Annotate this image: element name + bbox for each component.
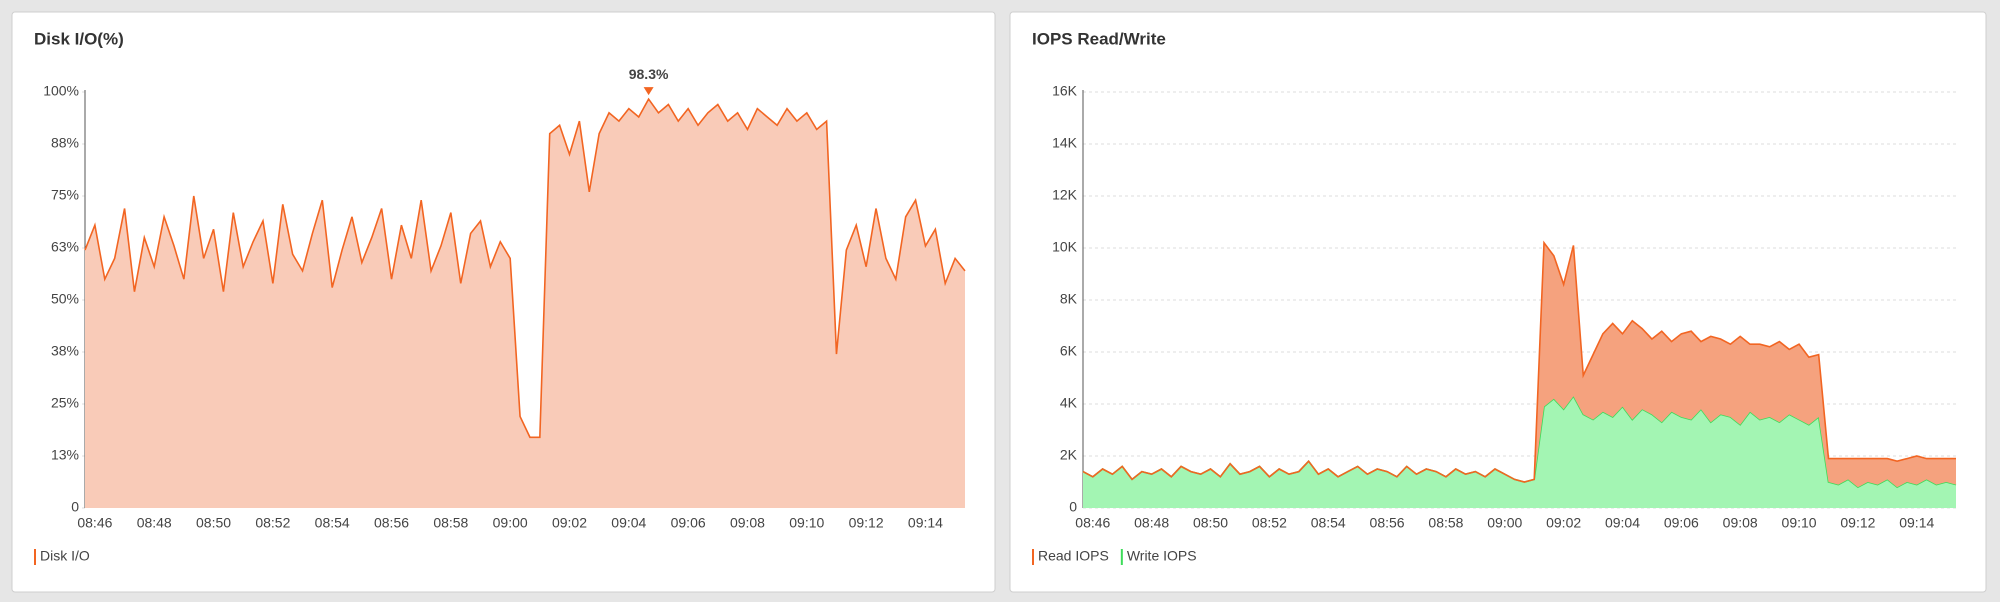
- x-tick-label: 09:10: [789, 515, 824, 531]
- x-tick-label: 08:50: [196, 515, 231, 531]
- x-tick-label: 08:50: [1193, 515, 1228, 531]
- y-tick-label: 4K: [1060, 395, 1078, 411]
- x-tick-label: 08:48: [137, 515, 172, 531]
- x-tick-label: 09:00: [493, 515, 528, 531]
- x-tick-label: 09:02: [552, 515, 587, 531]
- x-tick-label: 08:58: [433, 515, 468, 531]
- x-tick-label: 08:54: [1311, 515, 1346, 531]
- y-tick-label: 0: [1069, 499, 1077, 515]
- legend-swatch: [1120, 549, 1123, 565]
- y-tick-label: 8K: [1060, 291, 1078, 307]
- y-tick-label: 6K: [1060, 343, 1078, 359]
- x-tick-label: 08:52: [255, 515, 290, 531]
- y-tick-label: 63%: [51, 239, 79, 255]
- peak-marker: [643, 87, 654, 96]
- x-tick-label: 09:12: [1840, 515, 1875, 531]
- area-fill: [1083, 242, 1956, 488]
- x-tick-label: 09:04: [1605, 515, 1640, 531]
- x-tick-label: 09:12: [849, 515, 884, 531]
- x-tick-label: 09:04: [611, 515, 646, 531]
- area-line: [84, 97, 966, 439]
- y-tick-label: 38%: [51, 343, 79, 359]
- x-tick-label: 09:00: [1487, 515, 1522, 531]
- x-tick-label: 09:14: [908, 515, 943, 531]
- x-tick-label: 08:56: [374, 515, 409, 531]
- area-fill: [85, 99, 965, 509]
- chart-title: IOPS Read/Write: [1032, 29, 1166, 48]
- legend-swatch: [34, 549, 36, 565]
- x-tick-label: 08:58: [1428, 515, 1463, 531]
- y-tick-label: 10K: [1052, 239, 1078, 255]
- y-tick-label: 2K: [1060, 447, 1078, 463]
- area-line: [1082, 240, 1956, 483]
- chart-title: Disk I/O(%): [34, 29, 124, 48]
- x-tick-label: 09:14: [1899, 515, 1934, 531]
- y-tick-label: 0: [71, 499, 79, 515]
- y-tick-label: 75%: [51, 187, 79, 203]
- x-tick-label: 08:52: [1252, 515, 1287, 531]
- x-tick-label: 09:02: [1546, 515, 1581, 531]
- y-tick-label: 25%: [51, 395, 79, 411]
- legend-label: Read IOPS: [1038, 548, 1109, 564]
- y-tick-label: 100%: [43, 83, 79, 99]
- x-tick-label: 08:48: [1134, 515, 1169, 531]
- x-tick-label: 09:08: [730, 515, 765, 531]
- y-tick-label: 12K: [1052, 187, 1078, 203]
- area-fill: [1083, 396, 1956, 508]
- x-tick-label: 08:54: [315, 515, 350, 531]
- x-tick-label: 08:46: [1075, 515, 1110, 531]
- y-tick-label: 16K: [1052, 83, 1078, 99]
- y-tick-label: 13%: [51, 447, 79, 463]
- x-tick-label: 09:06: [1664, 515, 1699, 531]
- y-tick-label: 88%: [51, 135, 79, 151]
- x-tick-label: 09:06: [671, 515, 706, 531]
- x-tick-label: 09:08: [1723, 515, 1758, 531]
- legend-label: Write IOPS: [1127, 548, 1197, 564]
- y-tick-label: 14K: [1052, 135, 1078, 151]
- legend-swatch: [1032, 549, 1034, 565]
- x-tick-label: 08:46: [77, 515, 112, 531]
- y-tick-label: 50%: [51, 291, 79, 307]
- legend-label: Disk I/O: [40, 548, 90, 564]
- x-tick-label: 08:56: [1370, 515, 1405, 531]
- peak-label: 98.3%: [629, 66, 669, 82]
- x-tick-label: 09:10: [1782, 515, 1817, 531]
